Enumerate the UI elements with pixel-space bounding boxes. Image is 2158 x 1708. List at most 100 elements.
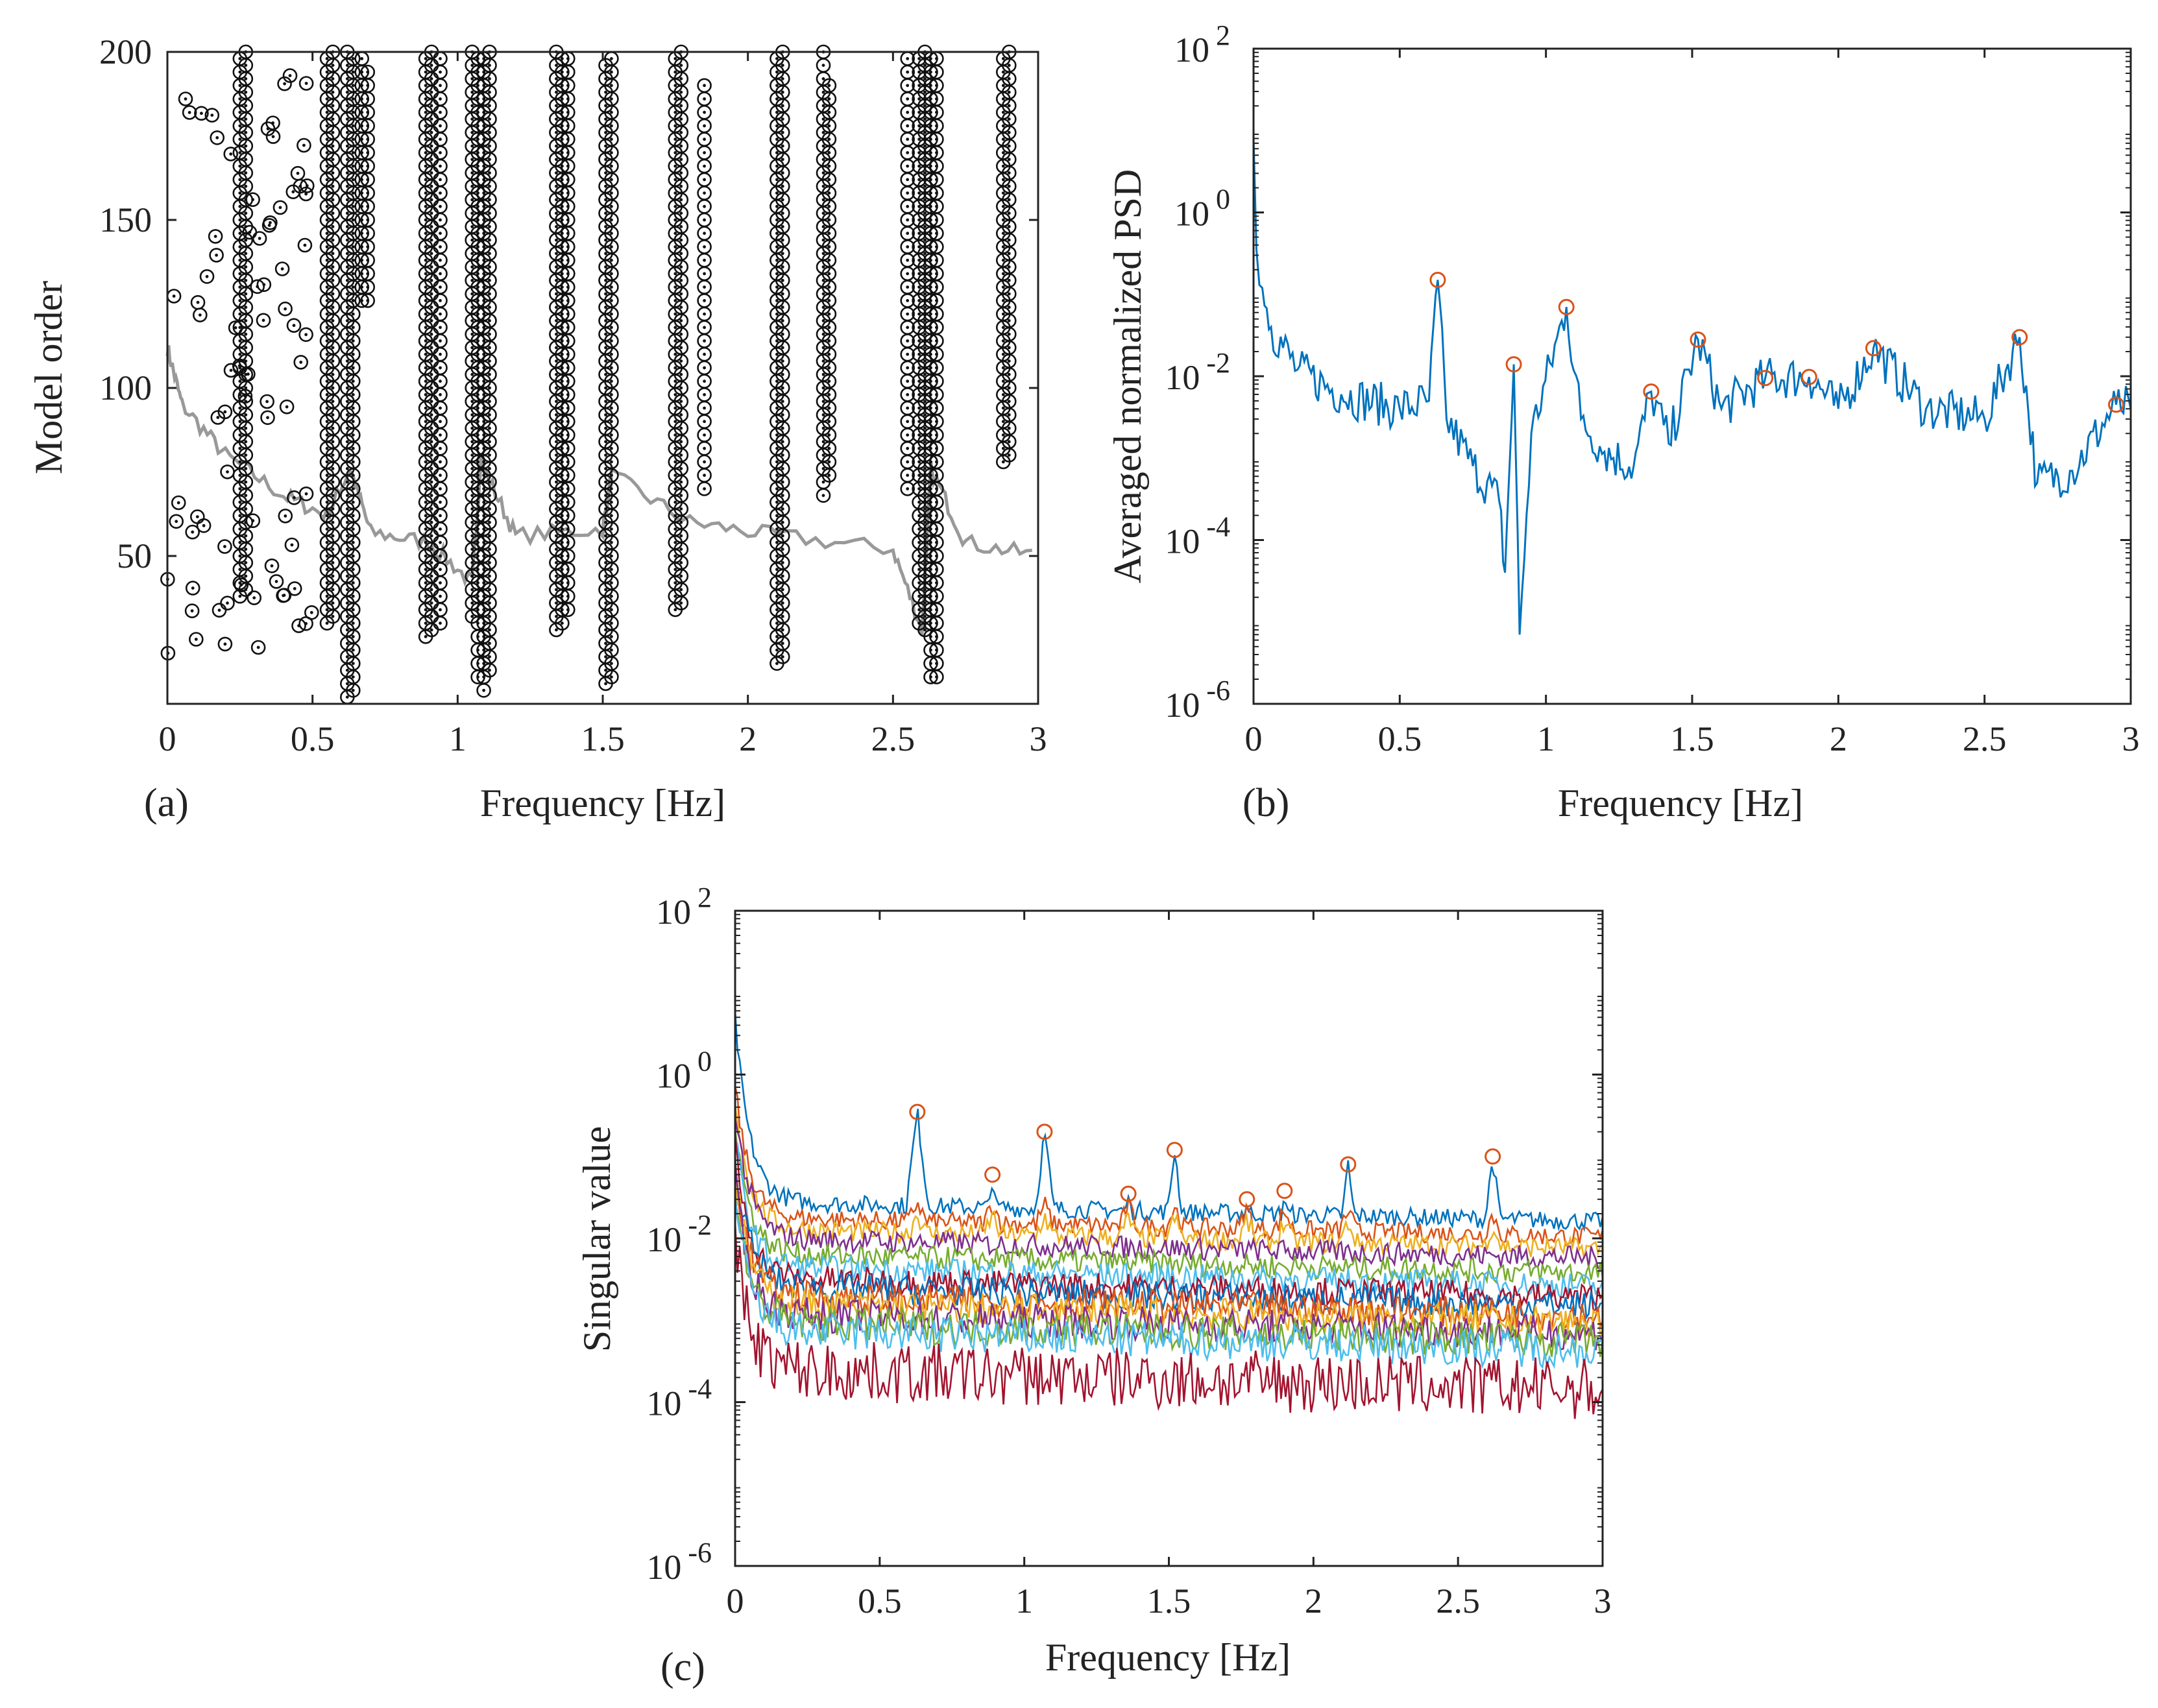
pole-marker-dot bbox=[488, 588, 491, 592]
pole-marker-dot bbox=[673, 379, 677, 383]
pole-marker-dot bbox=[482, 433, 485, 437]
x-tick-label: 3 bbox=[2122, 719, 2140, 758]
pole-marker-dot bbox=[679, 238, 683, 242]
peak-marker bbox=[1800, 368, 1817, 385]
pole-marker-dot bbox=[325, 621, 329, 625]
pole-marker-dot bbox=[679, 252, 683, 256]
pole-marker-dot bbox=[424, 366, 428, 370]
pole-marker-dot bbox=[679, 211, 683, 215]
pole-marker-dot bbox=[345, 426, 349, 430]
pole-marker-dot bbox=[331, 332, 335, 336]
pole-marker-dot bbox=[304, 192, 308, 196]
pole-marker-dot bbox=[244, 426, 248, 430]
pole-marker-dot bbox=[430, 534, 433, 538]
pole-marker bbox=[278, 509, 293, 523]
pole-marker-dot bbox=[923, 104, 927, 108]
pole-marker-dot bbox=[244, 574, 248, 578]
pole-marker-dot bbox=[610, 594, 613, 598]
pole-marker-dot bbox=[610, 500, 613, 504]
pole-marker-dot bbox=[604, 494, 607, 498]
pole-marker-dot bbox=[269, 221, 272, 224]
axis-ticks: 0 0.5 1 1.5 2 2.5 3 50 100 150 200 bbox=[99, 32, 1047, 758]
pole-marker-dot bbox=[325, 608, 329, 612]
pole-marker-dot bbox=[703, 446, 706, 450]
pole-marker-dot bbox=[604, 520, 607, 524]
pole-marker-dot bbox=[821, 400, 825, 403]
pole-marker-dot bbox=[827, 299, 831, 302]
pole-marker-dot bbox=[775, 500, 779, 504]
pole-marker-dot bbox=[439, 138, 442, 141]
pole-marker-dot bbox=[439, 568, 442, 571]
pole-marker-dot bbox=[917, 84, 921, 88]
pole-marker-dot bbox=[923, 426, 927, 430]
pole-marker-dot bbox=[935, 514, 938, 518]
pole-marker-dot bbox=[673, 272, 677, 276]
pole-marker-dot bbox=[244, 64, 248, 67]
pole-marker-dot bbox=[679, 372, 683, 376]
pole-marker-dot bbox=[244, 547, 248, 551]
pole-marker-dot bbox=[566, 299, 570, 302]
pole-marker-dot bbox=[482, 527, 485, 531]
pole-marker-dot bbox=[781, 104, 784, 108]
pole-marker-dot bbox=[482, 487, 485, 490]
pole-marker-dot bbox=[917, 272, 921, 276]
pole-marker-dot bbox=[325, 339, 329, 343]
pole-marker-dot bbox=[604, 507, 607, 511]
singular-value-line bbox=[734, 1199, 1604, 1360]
pole-marker-dot bbox=[470, 117, 474, 121]
pole-marker-dot bbox=[331, 561, 335, 564]
pole-marker bbox=[697, 78, 712, 93]
pole-marker-dot bbox=[424, 138, 428, 141]
pole-marker-dot bbox=[226, 601, 229, 605]
pole-marker-dot bbox=[325, 554, 329, 558]
pole-marker-dot bbox=[424, 568, 428, 571]
pole-marker-dot bbox=[1007, 372, 1011, 376]
peak-marker bbox=[2011, 329, 2028, 346]
pole-marker bbox=[234, 577, 249, 593]
pole-marker-dot bbox=[604, 117, 607, 121]
pole-marker-dot bbox=[366, 151, 370, 154]
pole-marker-dot bbox=[703, 379, 706, 383]
pole-marker-dot bbox=[1001, 178, 1005, 182]
pole-marker-dot bbox=[1001, 70, 1005, 74]
pole-marker-dot bbox=[1001, 460, 1005, 464]
pole-marker bbox=[210, 410, 226, 425]
pole-marker-dot bbox=[935, 138, 938, 141]
pole-marker-dot bbox=[935, 84, 938, 88]
y-tick-label: 150 bbox=[99, 200, 152, 239]
pole-marker-dot bbox=[821, 467, 825, 470]
pole-marker-dot bbox=[482, 581, 485, 584]
pole-marker-dot bbox=[610, 285, 613, 289]
pole-marker-dot bbox=[238, 245, 242, 248]
pole-marker bbox=[247, 590, 262, 605]
pole-marker bbox=[274, 261, 290, 276]
pole-marker-dot bbox=[935, 191, 938, 195]
pole-marker-dot bbox=[424, 433, 428, 437]
pole-marker-dot bbox=[238, 299, 242, 302]
pole-marker-dot bbox=[488, 574, 491, 578]
pole-marker-dot bbox=[325, 446, 329, 450]
pole-marker-dot bbox=[935, 608, 938, 612]
pole-marker-dot bbox=[331, 547, 335, 551]
pole-marker-dot bbox=[821, 359, 825, 363]
pole-marker-dot bbox=[482, 124, 485, 128]
pole-marker-dot bbox=[439, 554, 442, 558]
pole-marker-dot bbox=[244, 117, 248, 121]
peak-marker bbox=[1757, 370, 1774, 387]
pole-marker-dot bbox=[673, 110, 677, 114]
pole-marker-dot bbox=[703, 312, 706, 316]
pole-marker-dot bbox=[555, 184, 558, 188]
pole-marker-dot bbox=[781, 292, 784, 296]
pole-marker-dot bbox=[679, 306, 683, 309]
pole-marker-dot bbox=[366, 178, 370, 182]
pole-marker-dot bbox=[244, 346, 248, 350]
pole-marker-dot bbox=[566, 581, 570, 584]
pole-marker-dot bbox=[325, 594, 329, 598]
pole-marker-dot bbox=[285, 405, 289, 409]
pole-marker-dot bbox=[781, 655, 784, 658]
pole-marker-dot bbox=[266, 416, 269, 420]
pole-marker-dot bbox=[679, 104, 683, 108]
pole-marker bbox=[217, 636, 233, 652]
pole-marker-dot bbox=[482, 474, 485, 477]
pole-marker-dot bbox=[604, 453, 607, 457]
